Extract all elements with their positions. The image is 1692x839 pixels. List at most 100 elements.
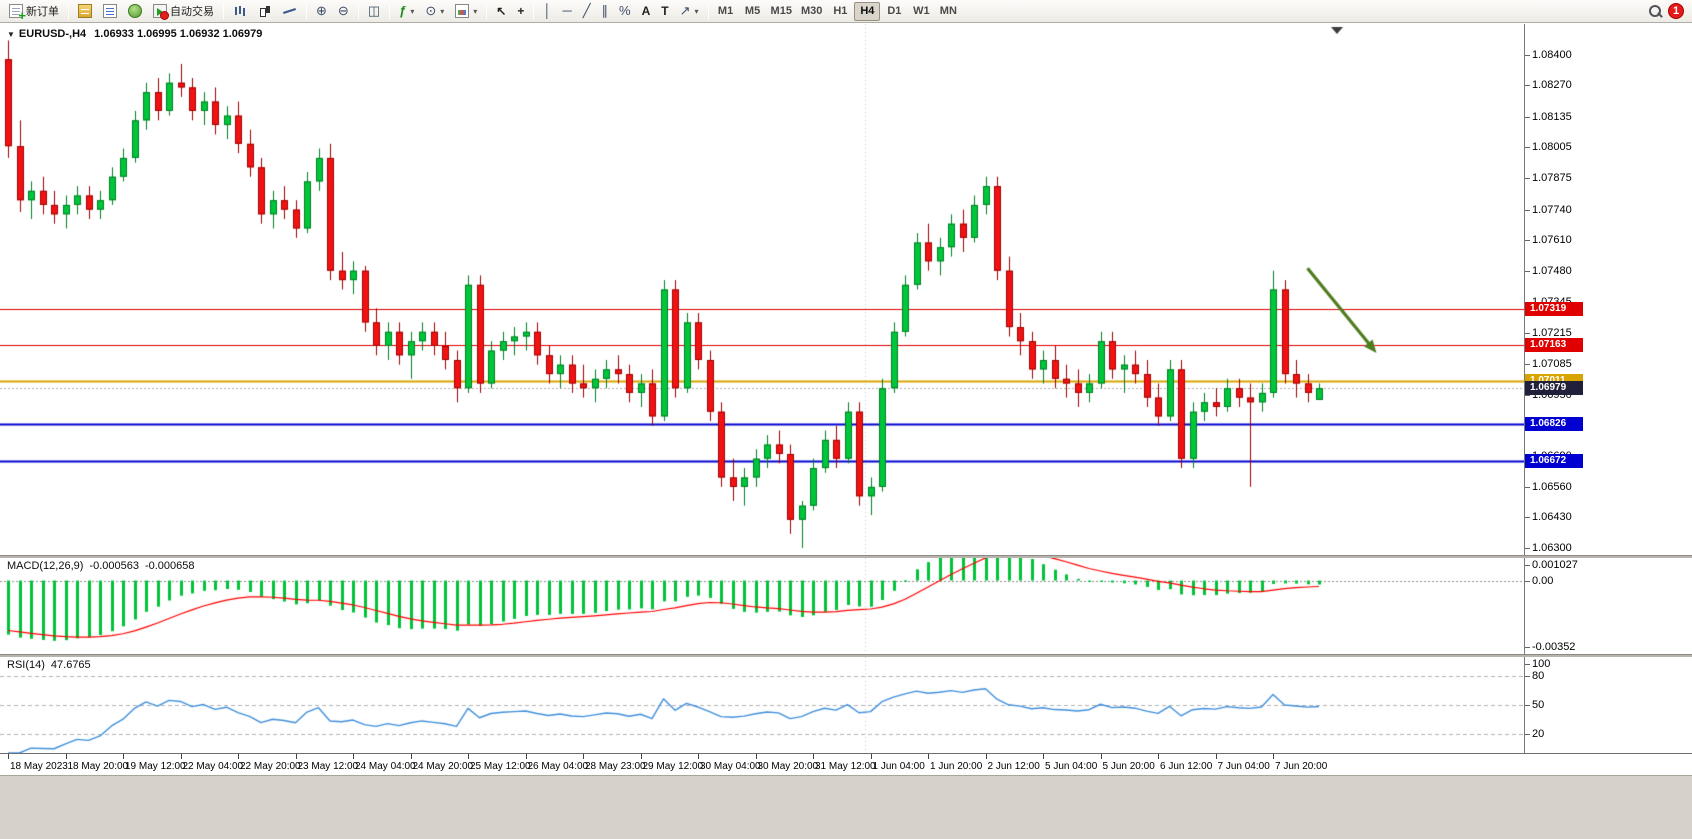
chevron-down-icon: ▾ xyxy=(440,6,445,16)
new-order-button[interactable]: 新订单 xyxy=(4,2,64,23)
indicators-button[interactable]: ƒ ▾ xyxy=(394,2,419,21)
price-chart-canvas[interactable] xyxy=(0,24,1524,555)
bar-chart-icon xyxy=(233,4,247,18)
channel-button[interactable]: ∥ xyxy=(597,2,614,21)
periods-button[interactable]: ⊙ ▾ xyxy=(420,2,449,21)
chart-title: ▼ EURUSD-,H4 1.06933 1.06995 1.06932 1.069… xyxy=(7,28,262,40)
vertical-line-button[interactable]: │ xyxy=(538,2,556,21)
arrows-button[interactable]: ↗ ▾ xyxy=(675,2,704,21)
time-axis-tick xyxy=(583,754,584,759)
time-axis-tick xyxy=(65,754,67,759)
bar-chart-button[interactable] xyxy=(228,2,252,21)
timeframe-button-m5[interactable]: M5 xyxy=(740,2,766,21)
panel-divider[interactable] xyxy=(0,654,1692,657)
timeframe-button-w1[interactable]: W1 xyxy=(908,2,934,21)
main-toolbar: 新订单 自动交易 ⊕ ⊖ ◫ ƒ ▾ ⊙ ▾ ▾ ↖ xyxy=(0,0,1692,23)
rsi-label: RSI(14) 47.6765 xyxy=(7,659,97,671)
zoom-out-button[interactable]: ⊖ xyxy=(333,2,354,21)
price-scale-label: 1.06560 xyxy=(1525,480,1572,493)
price-scale-label: 1.07215 xyxy=(1525,326,1572,339)
time-axis-label: 5 Jun 20:00 xyxy=(1102,761,1155,772)
text-button[interactable]: A xyxy=(637,2,656,21)
time-axis-label: 7 Jun 20:00 xyxy=(1275,761,1328,772)
text-icon: A xyxy=(641,4,651,18)
time-axis-label: 24 May 04:00 xyxy=(355,761,416,772)
zoom-out-icon: ⊖ xyxy=(337,3,349,18)
rsi-scale-label-100: 100 xyxy=(1524,658,1551,670)
time-axis-label: 31 May 12:00 xyxy=(815,761,876,772)
candlestick-chart-button[interactable] xyxy=(253,2,277,21)
chart-ohlc-values: 1.06933 1.06995 1.06932 1.06979 xyxy=(94,28,263,40)
time-axis-label: 1 Jun 20:00 xyxy=(930,761,983,772)
timeframe-button-h4[interactable]: H4 xyxy=(854,1,881,21)
window-bottom-strip xyxy=(0,775,1692,839)
toolbar-separator xyxy=(306,3,307,19)
macd-label: MACD(12,26,9) -0.000563 -0.000658 xyxy=(7,560,201,572)
price-scale-label: 1.07610 xyxy=(1525,234,1572,247)
price-tag-support-line-1: 1.06826 xyxy=(1525,417,1583,432)
time-axis-label: 26 May 04:00 xyxy=(527,761,589,772)
time-axis[interactable]: 18 May 2023 18 May 20:00 19 May 12:00 22 Ma… xyxy=(0,753,1692,775)
time-axis-tick xyxy=(1100,754,1102,759)
templates-button[interactable]: ▾ xyxy=(450,2,482,21)
arrow-tool-icon: ↗ xyxy=(679,3,691,18)
crosshair-icon: + xyxy=(517,4,525,18)
horizontal-line-button[interactable]: ─ xyxy=(558,2,577,21)
notification-badge[interactable]: 1 xyxy=(1668,3,1684,19)
time-axis-tick xyxy=(1043,754,1044,759)
timeframe-button-mn[interactable]: MN xyxy=(935,2,961,21)
tile-windows-button[interactable]: ◫ xyxy=(363,2,385,21)
time-axis-label: 19 May 12:00 xyxy=(125,761,186,772)
macd-scale-zero: 0.00 xyxy=(1524,574,1554,587)
time-axis-tick xyxy=(123,754,124,759)
time-axis-tick xyxy=(525,754,527,759)
horizontal-line-icon: ─ xyxy=(562,3,572,18)
timeframe-button-m30[interactable]: M30 xyxy=(797,2,826,21)
price-tag-resistance-line-2: 1.07163 xyxy=(1525,338,1583,353)
market-watch-button[interactable] xyxy=(73,2,97,21)
rsi-indicator-canvas[interactable] xyxy=(0,657,1524,753)
clock-icon: ⊙ xyxy=(425,3,437,18)
cursor-button[interactable]: ↖ xyxy=(491,2,511,21)
rsi-scale-label-20: 20 xyxy=(1524,727,1545,740)
time-axis-tick xyxy=(353,754,354,759)
price-tag-support-line-2: 1.06672 xyxy=(1525,453,1583,468)
crosshair-button[interactable]: + xyxy=(512,2,529,21)
panel-divider[interactable] xyxy=(0,555,1692,558)
time-axis-tick xyxy=(1158,754,1159,759)
navigator-button[interactable] xyxy=(123,2,147,21)
search-button[interactable] xyxy=(1643,2,1667,21)
trendline-button[interactable]: ╱ xyxy=(578,2,596,21)
zoom-in-button[interactable]: ⊕ xyxy=(311,2,332,21)
price-scale[interactable]: 1.08400 1.08270 1.08135 1.08005 1.07875 1.077… xyxy=(1524,24,1692,753)
time-axis-label: 25 May 12:00 xyxy=(470,761,531,772)
timeframe-button-h1[interactable]: H1 xyxy=(827,2,853,21)
time-axis-tick xyxy=(985,754,987,759)
channel-icon: ∥ xyxy=(601,3,609,18)
line-chart-button[interactable] xyxy=(278,2,302,21)
rsi-name: RSI(14) xyxy=(7,659,45,671)
autotrading-label: 自动交易 xyxy=(170,6,214,18)
data-window-button[interactable] xyxy=(98,2,122,21)
macd-signal-value: -0.000658 xyxy=(144,560,195,572)
time-axis-tick xyxy=(813,754,814,759)
data-window-icon xyxy=(103,4,117,18)
new-order-label: 新订单 xyxy=(26,6,59,18)
price-tag-current-price: 1.06979 xyxy=(1525,381,1583,396)
autotrading-button[interactable]: 自动交易 xyxy=(148,2,219,21)
zoom-in-icon: ⊕ xyxy=(316,3,327,18)
time-axis-tick xyxy=(698,754,699,759)
search-icon xyxy=(1648,4,1662,18)
timeframe-button-d1[interactable]: D1 xyxy=(881,2,907,21)
text-label-icon: T xyxy=(661,4,669,18)
timeframe-button-m1[interactable]: M1 xyxy=(713,2,739,21)
time-axis-tick xyxy=(180,754,182,759)
cursor-icon: ↖ xyxy=(496,4,507,18)
price-scale-label: 1.08270 xyxy=(1525,79,1572,92)
timeframe-button-m15[interactable]: M15 xyxy=(767,2,796,21)
time-axis-label: 6 Jun 12:00 xyxy=(1160,761,1213,772)
macd-indicator-canvas[interactable] xyxy=(0,558,1524,654)
fibonacci-button[interactable]: % xyxy=(614,2,636,21)
time-axis-tick xyxy=(1215,754,1217,759)
text-label-button[interactable]: T xyxy=(656,2,673,21)
